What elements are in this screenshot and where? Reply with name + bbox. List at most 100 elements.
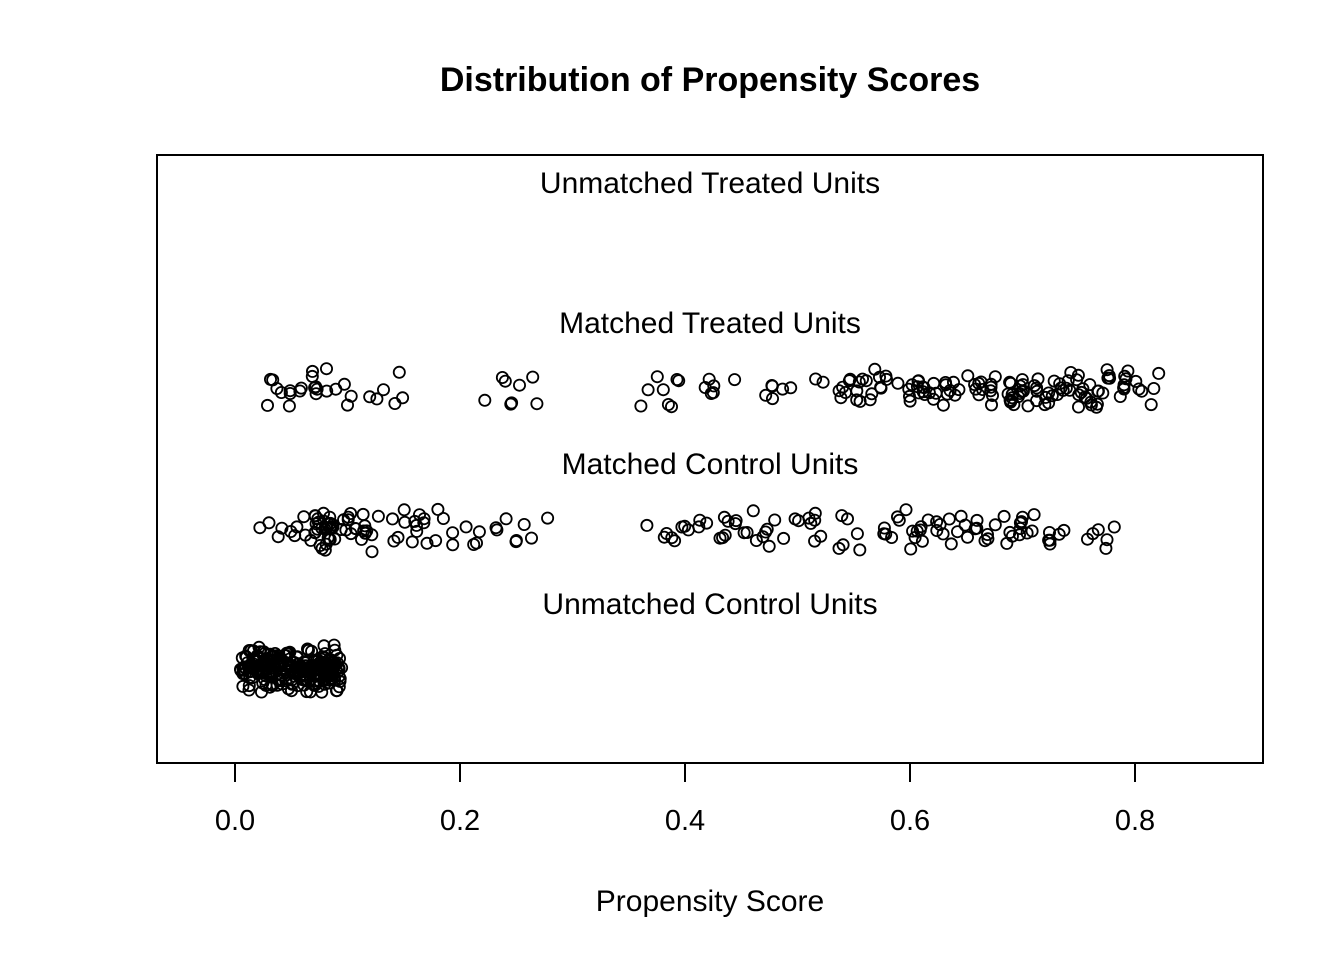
- data-point: [978, 534, 992, 548]
- data-point: [266, 373, 280, 387]
- data-point: [1086, 527, 1100, 541]
- data-point: [930, 524, 944, 538]
- data-point: [271, 530, 285, 544]
- data-point: [287, 656, 301, 670]
- data-point: [339, 523, 353, 537]
- data-point: [307, 664, 321, 678]
- data-point: [759, 525, 773, 539]
- data-point: [509, 534, 523, 548]
- data-point: [1059, 381, 1073, 395]
- data-point: [356, 507, 370, 521]
- data-point: [930, 515, 944, 529]
- x-axis-title: Propensity Score: [596, 885, 824, 918]
- data-point: [1027, 508, 1041, 522]
- data-point: [792, 514, 806, 528]
- data-point: [1071, 368, 1085, 382]
- data-point: [885, 531, 899, 545]
- data-point: [275, 521, 289, 535]
- data-point: [768, 513, 782, 527]
- data-point: [1129, 374, 1143, 388]
- data-point: [721, 514, 735, 528]
- data-point: [737, 526, 751, 540]
- data-point: [1025, 524, 1039, 538]
- data-point: [327, 658, 341, 672]
- data-point: [385, 512, 399, 526]
- data-point: [681, 523, 695, 537]
- data-point: [1013, 379, 1027, 393]
- data-point: [498, 374, 512, 388]
- data-point: [305, 364, 319, 378]
- data-point: [1147, 381, 1161, 395]
- data-point: [891, 376, 905, 390]
- data-point: [472, 525, 486, 539]
- data-point: [853, 543, 867, 557]
- data-point: [265, 677, 279, 691]
- data-point: [398, 515, 412, 529]
- data-point: [420, 536, 434, 550]
- data-point: [467, 538, 481, 552]
- data-point: [948, 388, 962, 402]
- data-point: [981, 532, 995, 546]
- data-point: [1100, 363, 1114, 377]
- data-point: [766, 392, 780, 406]
- data-point: [396, 391, 410, 405]
- data-point: [944, 537, 958, 551]
- data-point: [489, 521, 503, 535]
- group-labels: Unmatched Treated Units Matched Treated …: [540, 167, 880, 621]
- data-point: [262, 516, 276, 530]
- data-point: [282, 399, 296, 413]
- data-point: [1043, 526, 1057, 540]
- data-point: [397, 503, 411, 517]
- data-point: [337, 377, 351, 391]
- tick-label: 0.0: [215, 805, 255, 837]
- data-point: [357, 524, 371, 538]
- data-point: [843, 372, 857, 386]
- data-point: [784, 381, 798, 395]
- data-point: [287, 669, 301, 683]
- data-point: [315, 542, 329, 556]
- data-point: [307, 678, 321, 692]
- data-point: [661, 397, 675, 411]
- data-point: [365, 545, 379, 559]
- data-point: [281, 682, 295, 696]
- points-layer: [234, 362, 1166, 699]
- data-point: [1043, 533, 1057, 547]
- data-point: [290, 520, 304, 534]
- data-point: [268, 649, 282, 663]
- data-point: [301, 643, 315, 657]
- data-point: [238, 667, 252, 681]
- data-point: [808, 506, 822, 520]
- data-point: [850, 393, 864, 407]
- data-point: [668, 534, 682, 548]
- data-point: [1113, 389, 1127, 403]
- data-point: [513, 378, 527, 392]
- data-point: [850, 527, 864, 541]
- data-point: [1015, 384, 1029, 398]
- data-point: [913, 523, 927, 537]
- data-point: [305, 369, 319, 383]
- data-point: [836, 380, 850, 394]
- data-point: [328, 532, 342, 546]
- data-point: [877, 521, 891, 535]
- data-point: [495, 370, 509, 384]
- data-point: [981, 528, 995, 542]
- data-point: [921, 513, 935, 527]
- data-point: [541, 511, 555, 525]
- data-point: [429, 534, 443, 548]
- data-point: [1117, 378, 1131, 392]
- data-point: [777, 531, 791, 545]
- data-point: [1064, 365, 1078, 379]
- data-point: [917, 381, 931, 395]
- data-point: [765, 379, 779, 393]
- data-point: [319, 362, 333, 376]
- data-point: [693, 513, 707, 527]
- data-point: [641, 383, 655, 397]
- data-point: [1152, 366, 1166, 380]
- data-point: [313, 539, 327, 553]
- data-point: [976, 382, 990, 396]
- data-point: [294, 381, 308, 395]
- data-point: [809, 372, 823, 386]
- data-point: [728, 517, 742, 531]
- data-point: [988, 518, 1002, 532]
